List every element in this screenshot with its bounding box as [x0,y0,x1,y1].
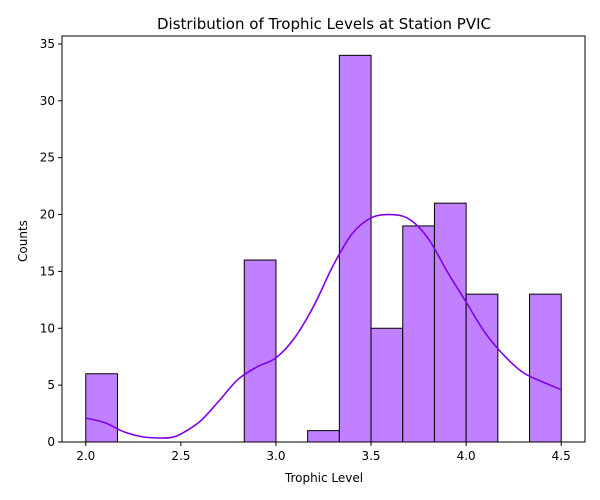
y-tick-label: 0 [47,435,55,449]
x-tick-label: 3.0 [266,449,285,463]
histogram-bar [529,293,562,443]
y-tick-label: 35 [40,37,55,51]
x-tick-label: 2.5 [171,449,190,463]
x-tick-label: 2.0 [76,449,95,463]
kde-layer [85,213,562,439]
kde-curve [85,213,562,439]
x-tick-label: 4.5 [552,449,571,463]
axes-layer [61,35,586,443]
x-axis-label: Trophic Level [284,471,363,485]
histogram-bar [370,327,404,443]
y-axis-label: Counts [16,220,30,262]
ticks-layer: 2.0 2.5 3.0 3.5 4.0 4.5 0 5 10 15 20 25 30 35 [40,37,571,463]
histogram-bar [243,259,277,443]
histogram-bar [85,373,118,443]
y-tick-label: 30 [40,94,55,108]
x-tick-label: 3.5 [361,449,380,463]
histogram-bar [338,54,372,443]
histogram-bar [433,202,467,443]
x-tick-label: 4.0 [457,449,476,463]
y-tick-label: 15 [40,264,55,278]
y-tick-label: 5 [47,378,55,392]
bars-layer [85,54,562,443]
histogram-bar [465,293,499,443]
plot-frame [61,35,586,443]
y-tick-label: 25 [40,151,55,165]
histogram-bar [402,225,435,443]
y-tick-label: 20 [40,208,55,222]
chart-title: Distribution of Trophic Levels at Statio… [157,15,491,33]
histogram-bar [307,430,340,443]
y-tick-label: 10 [40,321,55,335]
